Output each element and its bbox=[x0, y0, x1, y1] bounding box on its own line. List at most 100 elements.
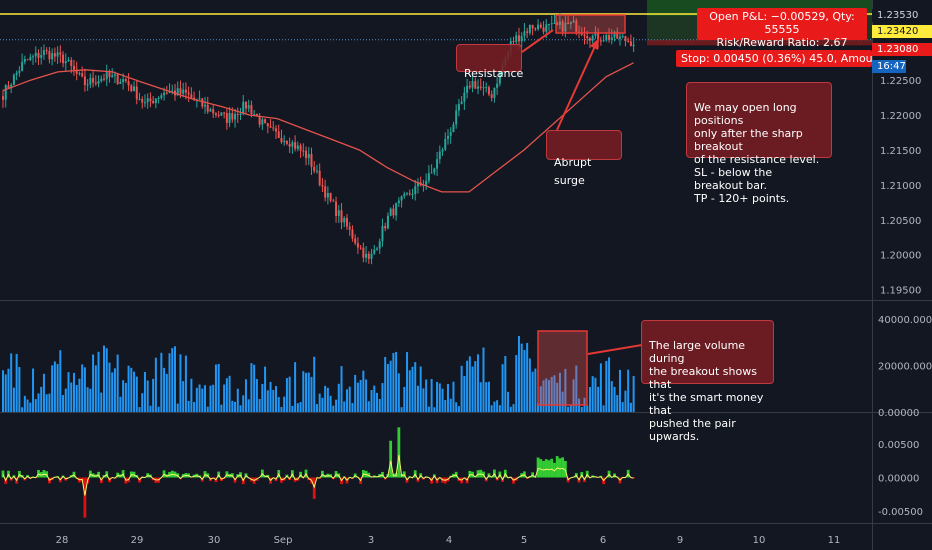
candle-body bbox=[531, 24, 534, 29]
candle-body bbox=[542, 27, 545, 32]
volume-bar bbox=[444, 399, 447, 412]
volume-bar bbox=[534, 368, 537, 412]
candle-body bbox=[558, 21, 561, 26]
candle-body bbox=[545, 24, 548, 32]
volume-bar bbox=[124, 382, 127, 412]
volume-bar bbox=[81, 364, 84, 412]
candle-body bbox=[624, 36, 627, 42]
volume-bar bbox=[154, 357, 157, 412]
volume-bar bbox=[113, 368, 116, 412]
candle-body bbox=[23, 59, 26, 62]
candle-body bbox=[184, 89, 187, 93]
volume-bar bbox=[294, 362, 297, 412]
volume-bar bbox=[94, 365, 97, 412]
candle-body bbox=[67, 59, 70, 62]
volume-bar bbox=[468, 356, 471, 412]
candle-body bbox=[605, 35, 608, 41]
signal-line bbox=[2, 454, 634, 496]
candle-body bbox=[588, 38, 591, 41]
price-tick-label: 1.21000 bbox=[880, 181, 921, 192]
volume-bar bbox=[632, 375, 635, 412]
candle-body bbox=[474, 81, 477, 89]
volume-bar bbox=[588, 386, 591, 412]
volume-bar bbox=[618, 369, 621, 412]
volume-bar bbox=[187, 400, 190, 412]
candle-body bbox=[539, 24, 542, 28]
candle-body bbox=[193, 97, 196, 100]
candle-body bbox=[62, 54, 65, 64]
volume-bar bbox=[498, 405, 501, 412]
volume-bar bbox=[345, 389, 348, 412]
price-tick-label: 1.22500 bbox=[880, 76, 921, 87]
long-positions-note[interactable]: We may open long positions only after th… bbox=[686, 82, 832, 205]
candle-body bbox=[48, 51, 51, 60]
candle-body bbox=[526, 31, 529, 33]
candle-body bbox=[236, 113, 239, 115]
candle-body bbox=[550, 23, 553, 25]
candle-body bbox=[21, 61, 24, 71]
resistance-label[interactable]: Resistance bbox=[456, 44, 523, 80]
candle-body bbox=[632, 44, 635, 47]
candle-body bbox=[599, 40, 602, 42]
volume-bar bbox=[56, 363, 59, 412]
stop-box[interactable]: Stop: 0.00450 (0.36%) 45.0, Amount: 75 bbox=[676, 50, 872, 67]
candle-body bbox=[198, 98, 201, 100]
candle-body bbox=[206, 104, 209, 112]
volume-note[interactable]: The large volume during the breakout sho… bbox=[641, 320, 774, 443]
volume-bar bbox=[406, 352, 409, 412]
candle-body bbox=[152, 101, 155, 104]
x-tick-label: 6 bbox=[600, 535, 606, 546]
candle-body bbox=[299, 145, 302, 151]
candle-body bbox=[414, 186, 417, 194]
volume-bar bbox=[515, 355, 518, 412]
candle-body bbox=[258, 116, 261, 125]
oscillator-bar bbox=[83, 477, 87, 518]
volume-bar bbox=[504, 355, 507, 412]
candle-body bbox=[370, 253, 373, 259]
candle-body bbox=[460, 101, 463, 105]
volume-bar bbox=[471, 366, 474, 412]
volume-bar bbox=[340, 366, 343, 412]
candle-body bbox=[190, 94, 193, 98]
candle-body bbox=[629, 41, 632, 47]
volume-bar bbox=[392, 352, 395, 412]
abrupt-surge-label[interactable]: Abrupt surge bbox=[546, 130, 622, 187]
candle-body bbox=[430, 172, 433, 174]
candle-body bbox=[517, 35, 520, 42]
volume-bar bbox=[165, 373, 168, 412]
volume-bar bbox=[553, 375, 556, 412]
candle-body bbox=[255, 114, 258, 117]
candle-body bbox=[113, 74, 116, 76]
volume-bar bbox=[449, 398, 452, 412]
volume-bar bbox=[490, 405, 493, 412]
volume-bar bbox=[351, 403, 354, 412]
volume-bar bbox=[479, 382, 482, 412]
oscillator-bar bbox=[547, 460, 551, 478]
candle-body bbox=[515, 35, 518, 42]
volume-bar bbox=[116, 354, 119, 412]
candle-body bbox=[471, 81, 474, 88]
candle-body bbox=[283, 140, 286, 143]
volume-bar bbox=[558, 372, 561, 412]
volume-bar bbox=[212, 384, 215, 412]
position-pnl-box[interactable]: Open P&L: −0.00529, Qty: 55555 Risk/Rewa… bbox=[697, 8, 867, 49]
volume-bar bbox=[108, 362, 111, 412]
volume-bar bbox=[315, 404, 318, 412]
volume-bar bbox=[143, 371, 146, 412]
volume-bar bbox=[567, 406, 570, 412]
candle-body bbox=[119, 81, 122, 84]
candle-body bbox=[400, 196, 403, 201]
volume-bar bbox=[119, 396, 122, 412]
volume-bar bbox=[324, 385, 327, 412]
volume-bar bbox=[225, 378, 228, 412]
volume-bar bbox=[438, 383, 441, 412]
candle-body bbox=[45, 50, 48, 52]
candle-body bbox=[250, 105, 253, 115]
volume-bar bbox=[195, 387, 198, 412]
volume-bar bbox=[378, 398, 381, 412]
volume-bar bbox=[7, 368, 10, 412]
volume-bar bbox=[452, 381, 455, 412]
volume-bar bbox=[463, 375, 466, 412]
x-tick-label: Sep bbox=[274, 535, 293, 546]
candle-body bbox=[294, 142, 297, 149]
